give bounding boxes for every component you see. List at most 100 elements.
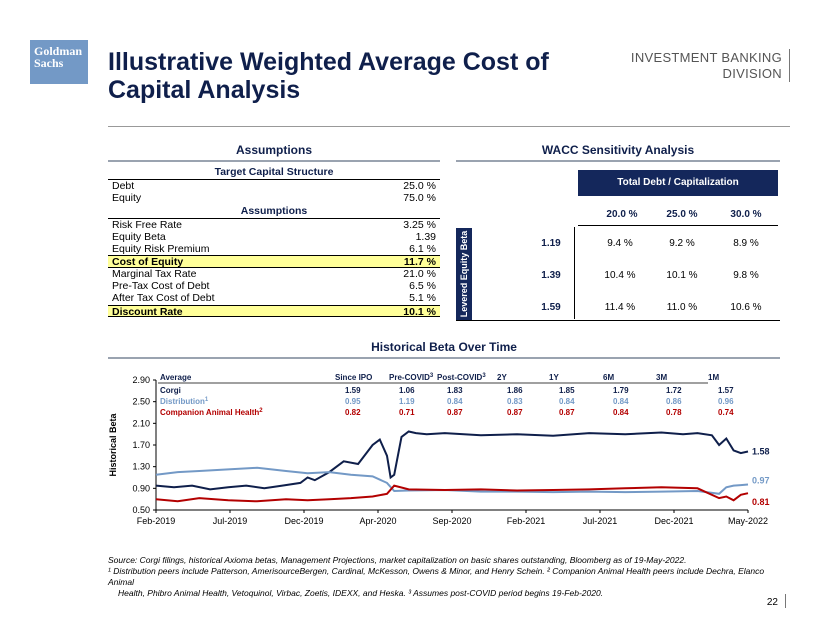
beta-table-value: 1.72	[666, 386, 682, 395]
chart-title-rule	[108, 357, 780, 359]
beta-table-value: 1.06	[399, 386, 415, 395]
assumptions-subheader: Assumptions	[108, 205, 440, 219]
beta-table-header: Post-COVID3	[437, 373, 486, 382]
wacc-cell: 9.8 %	[733, 270, 759, 281]
series-line-corgi	[155, 430, 749, 491]
beta-table-header: 6M	[603, 373, 614, 382]
cost-of-equity-row: Cost of Equity 11.7 %	[108, 255, 440, 268]
beta-table-value: 1.57	[718, 386, 734, 395]
col-header: 25.0 %	[666, 209, 698, 220]
end-label: 0.81	[752, 497, 770, 507]
beta-table-value: 1.19	[399, 397, 415, 406]
table-row: Risk Free Rate 3.25 %	[112, 218, 436, 231]
y-tick-label: 1.70	[132, 440, 150, 450]
table-row: Debt 25.0 %	[112, 180, 436, 192]
table-row: Equity Risk Premium 6.1 %	[112, 243, 436, 256]
wacc-cell: 10.6 %	[730, 302, 762, 313]
beta-table-value: 0.86	[666, 397, 682, 406]
beta-table-value: 1.59	[345, 386, 361, 395]
wacc-title: WACC Sensitivity Analysis	[541, 143, 695, 157]
row-header: 1.59	[541, 302, 561, 313]
wacc-bottom-rule	[456, 320, 780, 321]
beta-table-value: 0.87	[447, 408, 463, 417]
row-superscript: 1	[205, 397, 209, 403]
table-row: Marginal Tax Rate 21.0 %	[112, 267, 436, 280]
beta-table-value: 0.71	[399, 408, 415, 417]
beta-table-value: 0.74	[718, 408, 734, 417]
x-tick-label: Jul-2021	[583, 516, 618, 526]
discount-rate-row: Discount Rate 10.1 %	[108, 304, 440, 318]
row-header: 1.19	[541, 238, 561, 249]
footnote-1: ¹ Distribution peers include Patterson, …	[108, 566, 765, 587]
footnotes: Source: Corgi filings, historical Axioma…	[108, 555, 788, 599]
y-tick-label: 2.10	[132, 418, 150, 428]
beta-table-value: 1.79	[613, 386, 629, 395]
beta-table-header: Since IPO	[335, 373, 372, 382]
beta-table-header: Pre-COVID3	[389, 373, 434, 382]
beta-table-value: 0.87	[507, 408, 523, 417]
beta-table-row-name: Distribution1	[160, 397, 209, 406]
table-row: Pre-Tax Cost of Debt 6.5 %	[112, 280, 436, 293]
col-header: 30.0 %	[730, 209, 762, 220]
x-tick-label: Feb-2021	[507, 516, 546, 526]
assumptions-rule	[108, 160, 440, 162]
wacc-cell: 9.4 %	[607, 238, 633, 249]
assumptions-table: Target Capital Structure Debt 25.0 % Equi…	[108, 166, 440, 318]
wacc-cell: 8.9 %	[733, 238, 759, 249]
beta-table-header: 1M	[708, 373, 719, 382]
page-title: Illustrative Weighted Average Cost of Ca…	[108, 48, 549, 104]
x-tick-label: May-2022	[728, 516, 768, 526]
beta-table-header: 3M	[656, 373, 667, 382]
assumptions-title: Assumptions	[235, 143, 312, 157]
beta-table-value: 0.96	[718, 397, 734, 406]
beta-table-value: 0.84	[613, 397, 629, 406]
table-row: After Tax Cost of Debt 5.1 %	[112, 292, 436, 305]
y-tick-label: 0.90	[132, 483, 150, 493]
x-tick-label: Dec-2019	[284, 516, 323, 526]
x-tick-label: Sep-2020	[432, 516, 471, 526]
wacc-cell: 11.0 %	[666, 302, 698, 313]
logo-line2: Sachs	[34, 56, 64, 70]
beta-table-value: 0.82	[345, 408, 361, 417]
beta-table-value: 1.85	[559, 386, 575, 395]
header-rule	[108, 126, 790, 127]
wacc-cell: 10.4 %	[604, 270, 636, 281]
y-tick-label: 1.30	[132, 462, 150, 472]
division-label: INVESTMENT BANKING DIVISION	[631, 50, 782, 82]
source-note: Source: Corgi filings, historical Axioma…	[108, 555, 687, 565]
header-superscript: 3	[430, 373, 434, 379]
col-header-rule	[578, 225, 778, 226]
y-tick-label: 0.50	[132, 505, 150, 515]
row-header-rule	[574, 227, 575, 319]
beta-table-header: 1Y	[549, 373, 559, 382]
col-header: 20.0 %	[606, 209, 638, 220]
levered-beta-label: Levered Equity Beta	[456, 228, 472, 320]
beta-table-value: 0.84	[559, 397, 575, 406]
header-superscript: 3	[482, 373, 486, 379]
beta-table-value: 1.86	[507, 386, 523, 395]
y-axis-label: Historical Beta	[108, 412, 118, 476]
division-line1: INVESTMENT BANKING	[630, 50, 782, 65]
beta-table-value: 0.84	[447, 397, 463, 406]
wacc-rule	[456, 160, 780, 162]
wacc-cell: 9.2 %	[669, 238, 695, 249]
page-number: 22	[766, 597, 778, 608]
goldman-sachs-logo: Goldman Sachs	[30, 40, 88, 84]
row-superscript: 2	[259, 408, 263, 414]
x-tick-label: Dec-2021	[654, 516, 693, 526]
beta-table-value: 0.95	[345, 397, 361, 406]
footnote-1b: Health, Phibro Animal Health, Vetoquinol…	[118, 588, 604, 598]
chart-title: Historical Beta Over Time	[371, 340, 517, 354]
beta-table-row-name: Companion Animal Health2	[160, 408, 263, 417]
page-number-divider	[785, 594, 786, 608]
end-label: 0.97	[752, 476, 770, 486]
series-line-companion-animal-health	[155, 484, 749, 503]
beta-table-value: 0.84	[613, 408, 629, 417]
y-tick-label: 2.50	[132, 397, 150, 407]
y-tick-label: 2.90	[132, 375, 150, 385]
logo-line1: Goldman	[34, 44, 83, 58]
beta-table-value: 0.78	[666, 408, 682, 417]
debt-cap-header: Total Debt / Capitalization	[578, 170, 778, 196]
division-line2: DIVISION	[722, 66, 782, 81]
row-header: 1.39	[541, 270, 561, 281]
